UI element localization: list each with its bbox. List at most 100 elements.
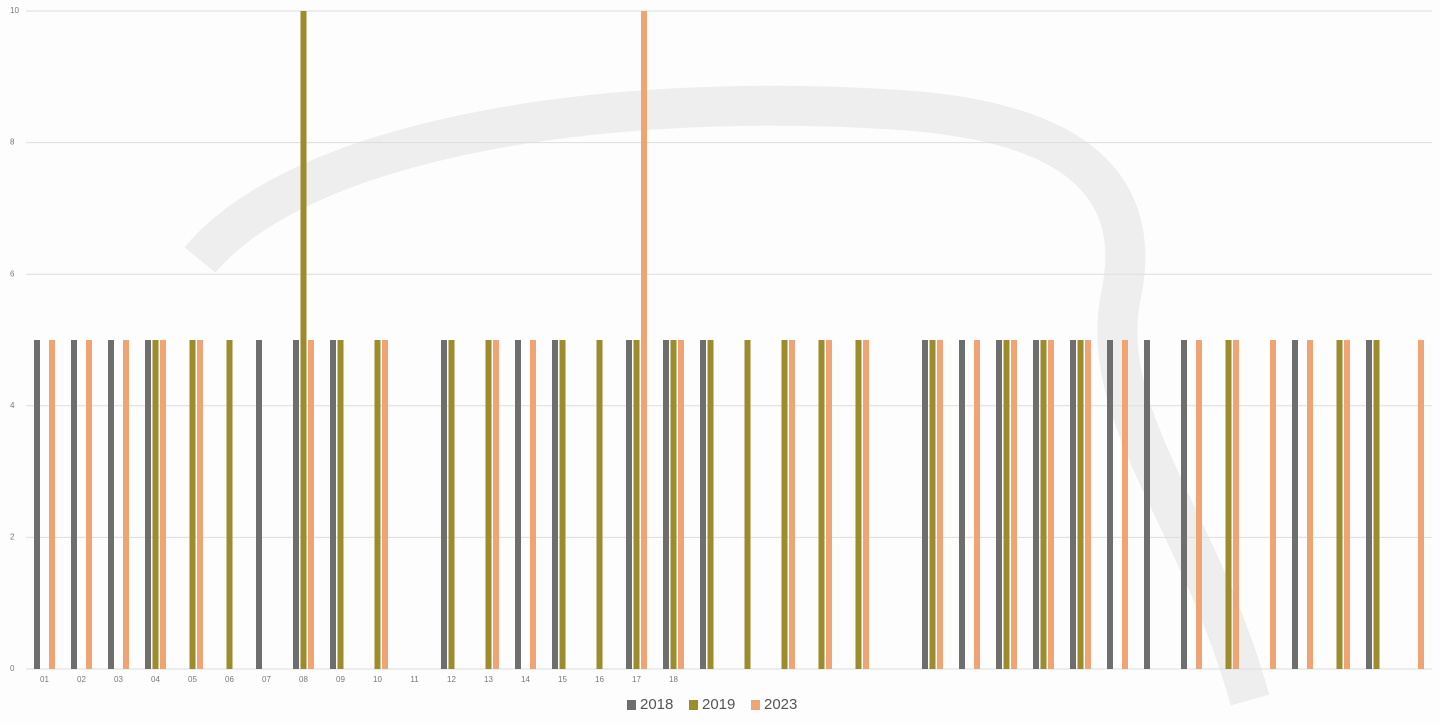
x-tick-label: 12: [447, 675, 456, 684]
x-tick-label: 15: [558, 675, 567, 684]
bar: [493, 340, 499, 669]
bar: [633, 340, 640, 669]
x-tick-label: 09: [336, 675, 345, 684]
bar: [826, 340, 832, 669]
x-tick-label: 08: [299, 675, 308, 684]
bar: [744, 340, 751, 669]
bar: [374, 340, 381, 669]
bar: [937, 340, 943, 669]
y-tick-label: 10: [10, 6, 19, 15]
bar: [1196, 340, 1202, 669]
legend-swatch: [751, 700, 760, 710]
x-tick-label: 03: [114, 675, 123, 684]
bar: [1011, 340, 1017, 669]
bar: [1144, 340, 1150, 669]
bar: [1033, 340, 1039, 669]
bar: [330, 340, 336, 669]
bar: [145, 340, 151, 669]
bar: [707, 340, 714, 669]
bar: [123, 340, 129, 669]
legend-label: 2023: [764, 696, 797, 713]
bar: [929, 340, 936, 669]
bar: [559, 340, 566, 669]
x-tick-label: 14: [521, 675, 530, 684]
x-tick-label: 17: [632, 675, 641, 684]
y-tick-label: 2: [10, 533, 15, 542]
legend-label: 2018: [640, 696, 673, 713]
legend-swatch: [627, 700, 636, 710]
bar: [922, 340, 928, 669]
bar: [197, 340, 203, 669]
bar: [855, 340, 862, 669]
bar: [1085, 340, 1091, 669]
bar: [256, 340, 262, 669]
bar: [308, 340, 314, 669]
bar: [485, 340, 492, 669]
bar: [1336, 340, 1343, 669]
x-tick-label: 18: [669, 675, 678, 684]
bar: [152, 340, 159, 669]
bar: [86, 340, 92, 669]
bar: [1366, 340, 1372, 669]
x-tick-label: 04: [151, 675, 160, 684]
bar: [700, 340, 706, 669]
x-tick-label: 06: [225, 675, 234, 684]
x-tick-label: 02: [77, 675, 86, 684]
legend-label: 2019: [702, 696, 735, 713]
bar: [678, 340, 684, 669]
bar: [959, 340, 965, 669]
bar: [663, 340, 669, 669]
bar: [974, 340, 980, 669]
bar: [160, 340, 166, 669]
bar: [1107, 340, 1113, 669]
bar: [789, 340, 795, 669]
y-tick-label: 8: [10, 138, 15, 147]
x-tick-label: 07: [262, 675, 271, 684]
legend-swatch: [689, 700, 698, 710]
bar: [1077, 340, 1084, 669]
y-tick-label: 0: [10, 664, 15, 673]
bar: [1003, 340, 1010, 669]
bar: [515, 340, 521, 669]
bar: [1344, 340, 1350, 669]
bar: [1373, 340, 1380, 669]
bar: [293, 340, 299, 669]
bar: [300, 11, 307, 669]
bar: [1307, 340, 1313, 669]
bar: [781, 340, 788, 669]
bar: [337, 340, 344, 669]
bar: [641, 11, 647, 669]
bar: [1270, 340, 1276, 669]
x-tick-label: 05: [188, 675, 197, 684]
x-tick-label: 01: [40, 675, 49, 684]
bar: [996, 340, 1002, 669]
bar: [1040, 340, 1047, 669]
bar: [108, 340, 114, 669]
bar: [1070, 340, 1076, 669]
bar: [863, 340, 869, 669]
bar: [1418, 340, 1424, 669]
bar: [1048, 340, 1054, 669]
bar: [1225, 340, 1232, 669]
bar: [1292, 340, 1298, 669]
x-tick-label: 16: [595, 675, 604, 684]
bar: [448, 340, 455, 669]
bar: [49, 340, 55, 669]
bar: [626, 340, 632, 669]
bar: [189, 340, 196, 669]
x-tick-label: 10: [373, 675, 382, 684]
bar: [226, 340, 233, 669]
bar: [71, 340, 77, 669]
background-sketch: [184, 85, 1270, 706]
bar: [596, 340, 603, 669]
bar: [1181, 340, 1187, 669]
x-tick-label: 11: [410, 675, 419, 684]
y-tick-label: 4: [10, 401, 15, 410]
y-tick-label: 6: [10, 269, 15, 278]
x-tick-label: 13: [484, 675, 493, 684]
bar: [818, 340, 825, 669]
bar: [552, 340, 558, 669]
bar: [530, 340, 536, 669]
bar: [670, 340, 677, 669]
